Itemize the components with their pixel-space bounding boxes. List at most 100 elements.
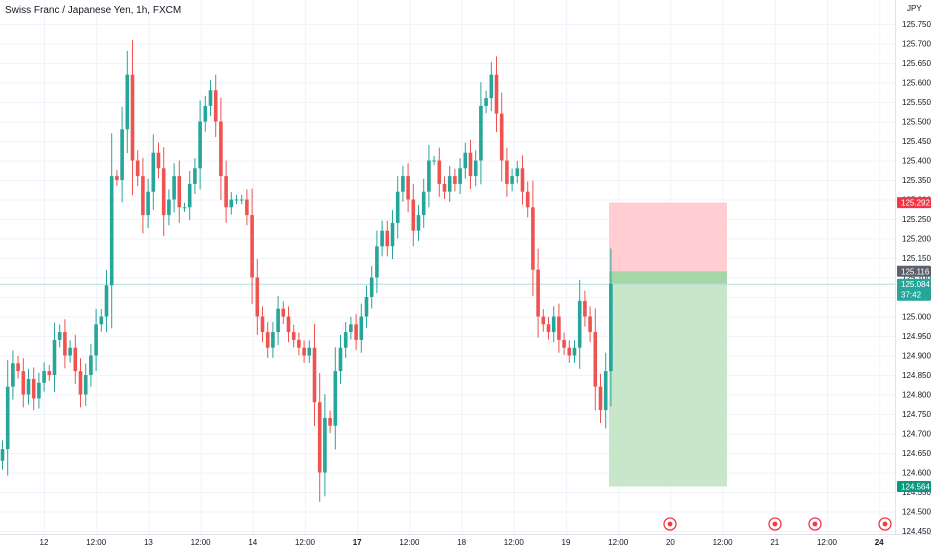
candle-body bbox=[239, 199, 244, 201]
candle-body bbox=[219, 121, 223, 177]
candle bbox=[390, 210, 395, 260]
candle-body bbox=[567, 347, 572, 356]
price-tick-label: 124.500 bbox=[902, 508, 931, 517]
candle-body bbox=[557, 316, 561, 340]
price-tick-label: 125.250 bbox=[902, 215, 931, 224]
price-tag-label: 125.292 bbox=[901, 199, 930, 208]
candle bbox=[598, 373, 603, 423]
candle-body bbox=[427, 160, 431, 192]
price-tick-label: 125.200 bbox=[902, 235, 931, 244]
candle-body bbox=[89, 355, 93, 375]
candle bbox=[16, 355, 20, 379]
candle bbox=[135, 150, 140, 187]
candle-body bbox=[161, 168, 166, 216]
candle-body bbox=[187, 183, 192, 208]
candle-body bbox=[468, 152, 473, 177]
candle bbox=[21, 358, 26, 408]
candle-body bbox=[208, 90, 213, 106]
open-pnl-band bbox=[609, 271, 727, 284]
candle bbox=[380, 220, 384, 257]
candle-body bbox=[432, 160, 436, 162]
candle-body bbox=[151, 152, 156, 192]
candle bbox=[583, 290, 587, 327]
candle-body bbox=[473, 160, 478, 177]
candle-body bbox=[229, 199, 234, 208]
candle bbox=[317, 373, 322, 502]
price-tags: 125.292 125.116 125.084 37:42 124.564 bbox=[897, 197, 931, 493]
candle bbox=[411, 183, 416, 247]
candle-body bbox=[286, 316, 291, 333]
candle bbox=[281, 301, 286, 324]
candle-body bbox=[130, 74, 135, 161]
price-tick-label: 125.000 bbox=[902, 313, 931, 322]
candle bbox=[609, 248, 613, 407]
time-tick-label: 21 bbox=[770, 538, 779, 547]
time-axis[interactable]: 12 12:00 13 12:00 14 12:00 17 12:00 18 12:00 19 12:… bbox=[40, 538, 885, 547]
price-tick-label: 124.900 bbox=[902, 352, 931, 361]
candle bbox=[239, 194, 244, 205]
candle bbox=[177, 160, 182, 223]
candle bbox=[0, 440, 5, 470]
candle bbox=[37, 372, 41, 409]
candle-body bbox=[458, 168, 462, 184]
time-tick-label: 12:00 bbox=[817, 538, 838, 547]
candle bbox=[567, 340, 572, 363]
candle-body bbox=[333, 371, 338, 426]
time-tick-label: 19 bbox=[562, 538, 571, 547]
price-tag bbox=[897, 278, 931, 301]
price-tick-label: 125.700 bbox=[902, 40, 931, 49]
candle bbox=[520, 155, 525, 205]
candle bbox=[187, 171, 192, 221]
price-tick-label: 125.350 bbox=[902, 176, 931, 185]
candle-body bbox=[78, 371, 83, 395]
candle-body bbox=[68, 347, 72, 356]
candle bbox=[78, 358, 83, 408]
candle bbox=[416, 204, 421, 241]
candle bbox=[312, 323, 317, 427]
candle-body bbox=[193, 168, 197, 184]
candle-body bbox=[390, 222, 395, 247]
time-tick-label: 12:00 bbox=[295, 538, 316, 547]
candle-body bbox=[16, 363, 20, 372]
candle bbox=[104, 269, 109, 333]
time-tick-label: 18 bbox=[457, 538, 466, 547]
event-target-icon[interactable] bbox=[808, 517, 822, 531]
price-tick-label: 125.550 bbox=[902, 98, 931, 107]
candle-body bbox=[531, 207, 535, 270]
candle-body bbox=[442, 183, 447, 192]
take-profit-zone[interactable] bbox=[609, 271, 727, 487]
candle-body bbox=[421, 191, 426, 216]
price-tick-label: 125.600 bbox=[902, 79, 931, 88]
price-tick-label: 124.850 bbox=[902, 371, 931, 380]
candle bbox=[369, 265, 374, 309]
candle bbox=[83, 363, 88, 407]
candle bbox=[551, 306, 556, 343]
candle-body bbox=[271, 332, 275, 348]
candle bbox=[572, 340, 577, 363]
candle-body bbox=[411, 199, 416, 231]
price-tick-label: 125.100 bbox=[902, 274, 931, 283]
candle bbox=[577, 279, 582, 369]
candle bbox=[343, 321, 348, 358]
candle bbox=[260, 306, 265, 343]
event-target-icon[interactable] bbox=[663, 517, 677, 531]
candle-body bbox=[297, 339, 301, 348]
candle-body bbox=[276, 308, 280, 333]
price-tag bbox=[897, 265, 931, 277]
candle bbox=[115, 170, 119, 187]
candle bbox=[146, 178, 150, 228]
candle bbox=[453, 168, 457, 192]
event-target-icon[interactable] bbox=[768, 517, 782, 531]
event-target-icon[interactable] bbox=[878, 517, 892, 531]
countdown-label: 37:42 bbox=[901, 291, 922, 300]
candle bbox=[375, 230, 379, 294]
price-tick-label: 125.450 bbox=[902, 137, 931, 146]
event-dot bbox=[882, 521, 888, 527]
candle bbox=[42, 362, 46, 392]
price-axis[interactable]: 125.750 125.700 125.650 125.600 125.550 125.5… bbox=[902, 20, 931, 536]
candle bbox=[603, 352, 608, 429]
candle bbox=[546, 316, 551, 340]
stop-loss-zone[interactable] bbox=[609, 202, 727, 272]
candle-body bbox=[598, 386, 603, 411]
